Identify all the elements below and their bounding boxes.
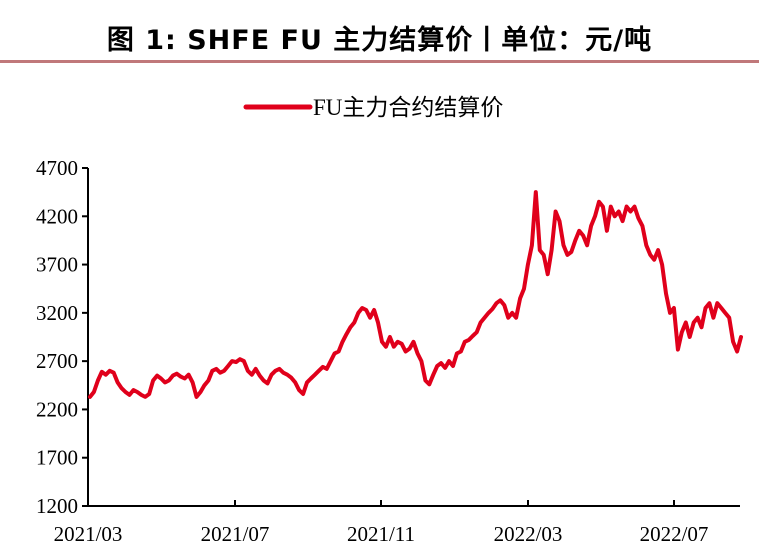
x-tick-label: 2021/07: [201, 522, 270, 546]
y-tick-label: 4700: [36, 156, 78, 180]
legend-label: FU主力合约结算价: [313, 95, 503, 120]
y-tick-label: 1200: [36, 494, 78, 518]
y-tick-label: 1700: [36, 446, 78, 470]
x-tick-label: 2021/03: [54, 522, 123, 546]
x-tick-label: 2022/03: [494, 522, 563, 546]
legend: FU主力合约结算价: [243, 95, 503, 120]
series-line-fu-settlement: [88, 190, 743, 399]
x-tick-label: 2022/07: [640, 522, 709, 546]
y-tick-label: 3700: [36, 253, 78, 277]
x-tick-label: 2021/11: [347, 522, 415, 546]
title-divider: [0, 60, 759, 63]
chart-title: 图 1: SHFE FU 主力结算价丨单位：元/吨: [106, 25, 653, 56]
y-tick-label: 3200: [36, 301, 78, 325]
y-tick-label: 2700: [36, 349, 78, 373]
y-axis: 1200 1700 2200 2700 3200 3700 4200 4700: [36, 156, 89, 518]
x-axis: 2021/03 2021/07 2021/11 2022/03 2022/07: [54, 500, 740, 546]
y-tick-label: 4200: [36, 204, 78, 228]
y-tick-label: 2200: [36, 397, 78, 421]
